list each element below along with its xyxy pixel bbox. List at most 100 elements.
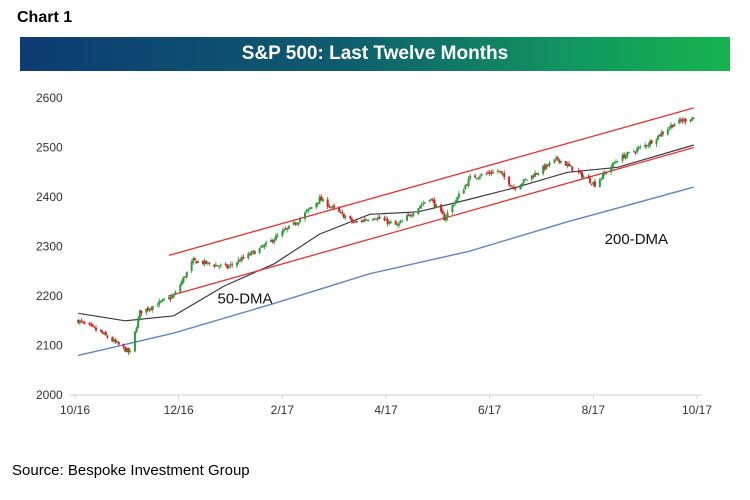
candle-body xyxy=(253,251,256,255)
ma200-line xyxy=(78,186,694,357)
candle-body xyxy=(410,215,413,217)
candle-body xyxy=(318,197,321,204)
candle-body xyxy=(192,258,195,264)
candle-body xyxy=(367,220,370,222)
candle-body xyxy=(338,208,341,212)
candle-body xyxy=(208,262,211,264)
candle-body xyxy=(534,172,537,177)
candle-body xyxy=(440,204,443,212)
candle-body xyxy=(240,256,243,261)
candle-body xyxy=(174,291,177,295)
y-tick-label: 2100 xyxy=(36,339,63,353)
candle-body xyxy=(339,211,342,213)
y-axis-ticks: 2000 2100 2200 2300 2400 2500 2600 xyxy=(36,91,63,402)
candle-body xyxy=(621,154,624,161)
candle-body xyxy=(133,331,136,352)
candle-body xyxy=(263,244,266,248)
candle-body xyxy=(195,260,198,264)
candle-body xyxy=(88,322,91,325)
candle-body xyxy=(137,317,140,328)
candle-body xyxy=(397,223,400,226)
candle-body xyxy=(673,123,676,127)
candle-body xyxy=(274,235,277,241)
candle-body xyxy=(247,253,250,259)
candle-body xyxy=(344,216,347,218)
candle-body xyxy=(320,196,323,201)
candle-body xyxy=(179,284,182,293)
x-tick-label: 4/17 xyxy=(374,403,398,417)
candle-body xyxy=(383,218,386,221)
y-tick-label: 2000 xyxy=(36,388,63,402)
candle-body xyxy=(401,220,404,222)
candle-body xyxy=(399,221,402,224)
y-tick-label: 2200 xyxy=(36,289,63,303)
candle-body xyxy=(639,146,642,148)
candle-body xyxy=(354,221,357,223)
candle-body xyxy=(444,216,447,221)
candle-body xyxy=(83,322,86,324)
candle-body xyxy=(477,177,480,179)
candle-body xyxy=(666,129,669,135)
candle-body xyxy=(407,214,410,216)
candle-body xyxy=(388,221,391,224)
candle-body xyxy=(683,119,686,122)
candle-body xyxy=(350,218,353,222)
candle-body xyxy=(295,223,298,225)
candle-body xyxy=(498,170,501,172)
candle-body xyxy=(488,172,491,174)
candle-body xyxy=(532,176,535,178)
candle-body xyxy=(224,264,227,266)
candle-body xyxy=(501,173,504,175)
candle-body xyxy=(150,308,153,310)
candle-body xyxy=(349,216,352,219)
candle-body xyxy=(422,203,425,205)
candle-body xyxy=(171,296,174,299)
candle-body xyxy=(297,222,300,225)
candle-body xyxy=(519,185,522,190)
candle-body xyxy=(229,264,232,266)
candle-body xyxy=(590,183,593,185)
candle-body xyxy=(103,332,106,335)
candle-body xyxy=(287,225,290,229)
candle-body xyxy=(457,193,460,198)
candle-body xyxy=(644,144,647,148)
candle-body xyxy=(250,251,253,255)
ma50-layer xyxy=(78,144,694,322)
candle-body xyxy=(491,171,494,174)
candle-body xyxy=(500,171,503,173)
candle-body xyxy=(111,337,114,342)
candle-body xyxy=(537,173,540,175)
candle-body xyxy=(90,324,93,326)
candle-body xyxy=(509,184,512,187)
candle-body xyxy=(678,119,681,124)
candle-body xyxy=(490,172,493,174)
candle-body xyxy=(99,329,102,332)
candle-body xyxy=(258,247,261,254)
candle-body xyxy=(453,204,456,206)
candle-body xyxy=(372,219,375,221)
candles-layer xyxy=(77,116,695,355)
candle-body xyxy=(394,220,397,225)
candle-body xyxy=(433,200,436,207)
candle-body xyxy=(271,239,274,243)
candle-body xyxy=(624,155,627,159)
candle-body xyxy=(580,172,583,178)
candle-body xyxy=(145,308,148,313)
candle-body xyxy=(464,185,467,190)
candle-body xyxy=(276,235,279,237)
candle-body xyxy=(269,239,272,242)
candle-body xyxy=(545,164,548,169)
candle-body xyxy=(462,189,465,194)
candle-body xyxy=(645,145,648,147)
candle-body xyxy=(125,348,128,353)
candle-body xyxy=(227,266,230,268)
candle-body xyxy=(352,222,355,224)
candle-body xyxy=(587,176,590,179)
candle-body xyxy=(156,305,159,307)
candle-body xyxy=(329,207,332,209)
chart-plot: 2000 2100 2200 2300 2400 2500 2600 10/16 12/16 2… xyxy=(36,91,712,417)
channel-layer xyxy=(168,107,694,297)
candle-body xyxy=(231,264,234,266)
candle-body xyxy=(219,264,222,266)
x-tick-label: 12/16 xyxy=(164,403,194,417)
